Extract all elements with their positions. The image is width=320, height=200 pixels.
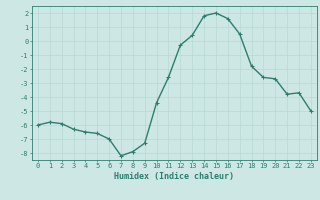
X-axis label: Humidex (Indice chaleur): Humidex (Indice chaleur) (115, 172, 234, 181)
